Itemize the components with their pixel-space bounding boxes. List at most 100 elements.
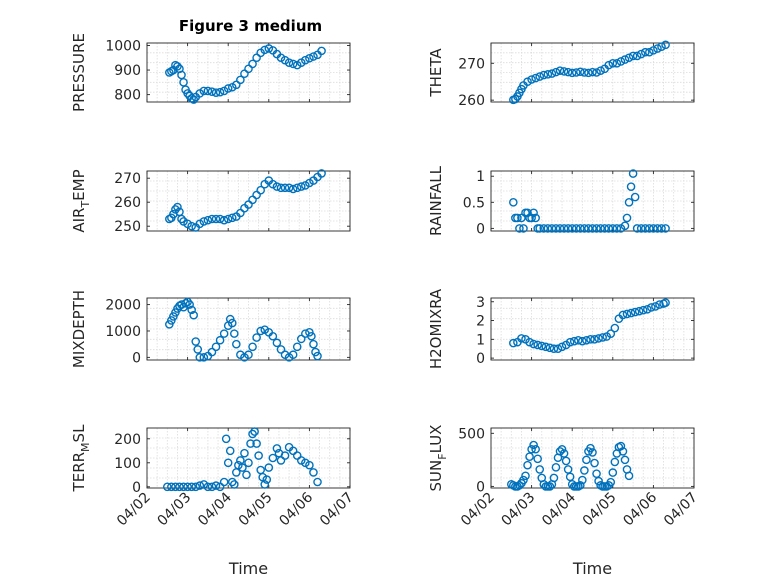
axes-frame [146,170,351,232]
data-point [559,224,569,233]
y-axis-label: PRESSURE [70,33,88,112]
y-axis-label: RAINFALL [427,165,445,236]
data-point [626,308,636,318]
y-tick-label: 900 [114,63,141,79]
data-point [280,451,290,460]
data-point [573,335,583,345]
data-point [580,466,589,475]
data-point [632,224,642,233]
data-point [567,68,577,78]
data-point [657,224,666,233]
data-point [531,213,540,223]
data-point [640,224,650,233]
data-point [612,58,622,68]
data-point [624,198,634,207]
data-point [227,477,237,487]
data-point [219,215,229,225]
data-point [584,68,593,78]
data-point [624,471,634,481]
data-point [229,329,239,338]
data-point [173,202,182,212]
data-point [653,44,662,53]
data-point [260,480,270,489]
data-point [199,353,209,362]
data-point [527,75,536,84]
y-axis-label: AIRTEMP [70,169,92,232]
data-point [523,208,532,218]
data-point [215,214,225,224]
data-point [227,213,237,223]
panel-air_temp: 250 260 270 AIRTEMP [70,169,351,235]
data-point [260,45,270,55]
data-point [309,339,318,349]
data-point [509,338,518,348]
y-tick-label: 0 [132,480,141,496]
data-point [535,72,545,81]
data-point [590,335,599,344]
data-point [307,331,316,341]
data-point [592,68,601,77]
data-point [288,59,298,69]
data-point [576,481,585,490]
data-point [187,221,196,231]
data-point [630,307,640,317]
data-point [223,458,233,468]
data-point [636,49,646,59]
data-point [296,334,306,344]
data-point [171,482,180,492]
data-point [280,183,290,193]
data-point [527,444,536,454]
data-point [590,458,599,468]
y-axis-label: H2OMIXRA [427,288,445,369]
data-point [588,224,597,233]
data-point [626,182,636,191]
y-tick-label: 2000 [105,298,141,314]
y-tick-label: 1000 [105,38,141,54]
y-axis-label: SUNFLUX [427,425,449,492]
data-point [199,86,209,96]
data-point [549,344,559,354]
data-point [207,482,217,492]
data-point [657,42,666,51]
y-axis-label: TERRMSL [70,424,92,493]
data-point [276,183,286,193]
data-point [284,183,294,193]
data-point [571,68,581,77]
y-tick-label: 270 [458,56,485,72]
data-point [288,184,298,194]
data-point [618,310,628,320]
data-point [576,67,585,77]
data-point [187,482,196,492]
data-point [551,462,561,472]
data-point [162,482,172,492]
data-point [582,335,591,345]
data-point [211,342,221,352]
y-tick-label: 0 [476,221,485,237]
axes-frame [490,170,695,232]
data-point [236,75,245,85]
data-point [183,482,192,492]
data-point [173,62,182,71]
y-tick-label: 260 [458,93,485,109]
data-point [525,337,534,347]
data-point [252,439,261,448]
data-point [272,338,282,348]
data-point [620,221,630,231]
x-tick-label: 04/02 [458,490,498,530]
data-point [661,224,670,233]
data-point [309,468,318,477]
x-tick-label: 04/06 [620,489,660,529]
panel-mixdepth: 0 1000 2000 MIXDEPTH [70,290,351,368]
data-point [555,66,565,75]
data-point [649,224,658,233]
data-point [313,351,322,361]
data-point [545,343,555,353]
data-point [240,448,249,458]
data-point [248,195,257,205]
data-point [264,463,274,472]
x-axis-label: Time [572,559,612,578]
data-point [557,342,567,352]
data-point [292,183,302,193]
data-point [620,55,630,64]
data-point [533,454,542,464]
